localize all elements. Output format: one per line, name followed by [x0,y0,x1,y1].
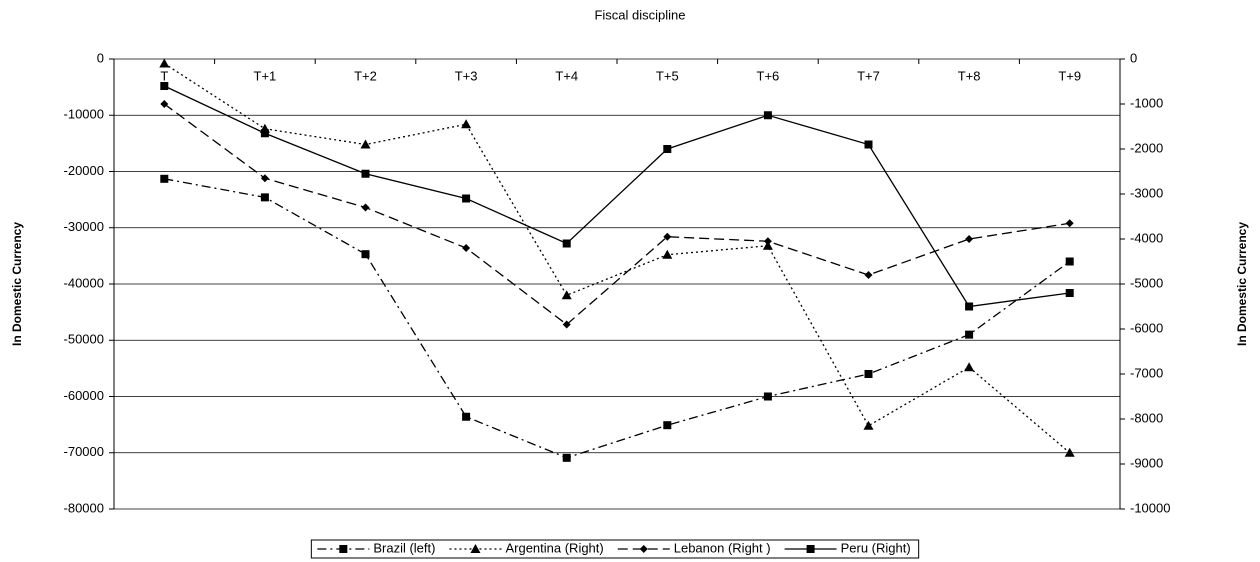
x-tick-label: T+2 [354,68,377,83]
marker [806,545,815,553]
x-tick-label: T+3 [455,68,478,83]
y-tick-label: 0 [97,50,104,65]
marker [965,330,974,339]
marker [160,174,169,183]
legend-label: Brazil (left) [373,540,435,555]
marker [864,140,873,149]
marker [561,290,572,300]
y-tick-label: -60000 [64,388,104,403]
x-tick-label: T+5 [656,68,679,83]
marker [662,249,673,259]
marker [462,244,471,252]
marker [763,392,772,401]
series-line [164,85,1070,308]
marker [1065,257,1074,266]
y-tick-label: -80000 [64,500,104,515]
marker [260,174,269,183]
marker [361,250,370,259]
y2-tick-label: -4000 [1130,230,1163,245]
x-tick-label: T+4 [555,68,578,83]
y-tick-label: -30000 [64,219,104,234]
marker [1064,447,1075,457]
y2-axis-title: In Domestic Currency [1235,222,1249,346]
legend-label: Argentina (Right) [505,540,603,555]
y2-tick-label: -1000 [1130,95,1163,110]
x-tick-label: T+9 [1058,68,1081,83]
x-tick-label: T+8 [958,68,981,83]
legend-item: Argentina (Right) [449,540,604,555]
marker [663,232,672,241]
marker [360,139,371,149]
y-tick-label: -50000 [64,332,104,347]
y2-tick-label: -7000 [1130,365,1163,380]
legend-label: Lebanon (Right ) [674,540,771,555]
y-tick-label: -20000 [64,163,104,178]
marker [639,545,648,553]
marker [260,193,269,202]
marker [864,271,873,279]
legend-item: Lebanon (Right ) [617,540,771,555]
y-tick-label: -10000 [64,107,104,122]
y-axis-title: In Domestic Currency [10,222,24,346]
legend-item: Brazil (left) [317,540,435,555]
marker [965,235,974,243]
x-tick-label: T+7 [857,68,880,83]
series-line [163,103,1070,326]
x-tick-label: T [160,68,168,83]
marker [339,545,348,553]
marker [964,362,975,372]
legend-box [310,539,920,559]
marker [562,239,571,248]
marker [461,119,472,129]
marker [1065,219,1074,228]
marker [663,145,672,153]
x-tick-label: T+1 [254,68,277,83]
y2-tick-label: -9000 [1130,455,1163,470]
marker [361,169,370,178]
y2-tick-label: -3000 [1130,185,1163,200]
series-line [163,62,1071,454]
marker [763,111,772,120]
marker [160,82,169,90]
legend: Brazil (left) Argentina (Right) Lebanon (R… [310,539,920,559]
marker [763,237,772,246]
marker [361,203,370,212]
marker [965,302,974,311]
x-tick-label: T+6 [757,68,780,83]
series-line [164,178,1071,459]
legend-item: Peru (Right) [784,540,911,555]
y2-tick-label: -8000 [1130,410,1163,425]
marker [1065,289,1074,297]
marker [562,320,571,329]
marker [663,421,672,430]
y-tick-label: -70000 [64,444,104,459]
y2-tick-label: -5000 [1130,275,1163,290]
legend-label: Peru (Right) [841,540,911,555]
marker [863,420,874,430]
y2-tick-label: -10000 [1130,500,1170,515]
marker [462,194,471,203]
marker [160,100,169,108]
y2-tick-label: -2000 [1130,140,1163,155]
y2-tick-label: -6000 [1130,320,1163,335]
y-tick-label: -40000 [64,275,104,290]
marker [864,370,873,378]
marker [159,58,170,68]
marker [260,129,269,138]
marker [470,544,481,553]
chart-title: Fiscal discipline [594,7,685,22]
marker [562,453,571,462]
y2-tick-label: 0 [1130,50,1137,65]
marker [462,412,471,421]
